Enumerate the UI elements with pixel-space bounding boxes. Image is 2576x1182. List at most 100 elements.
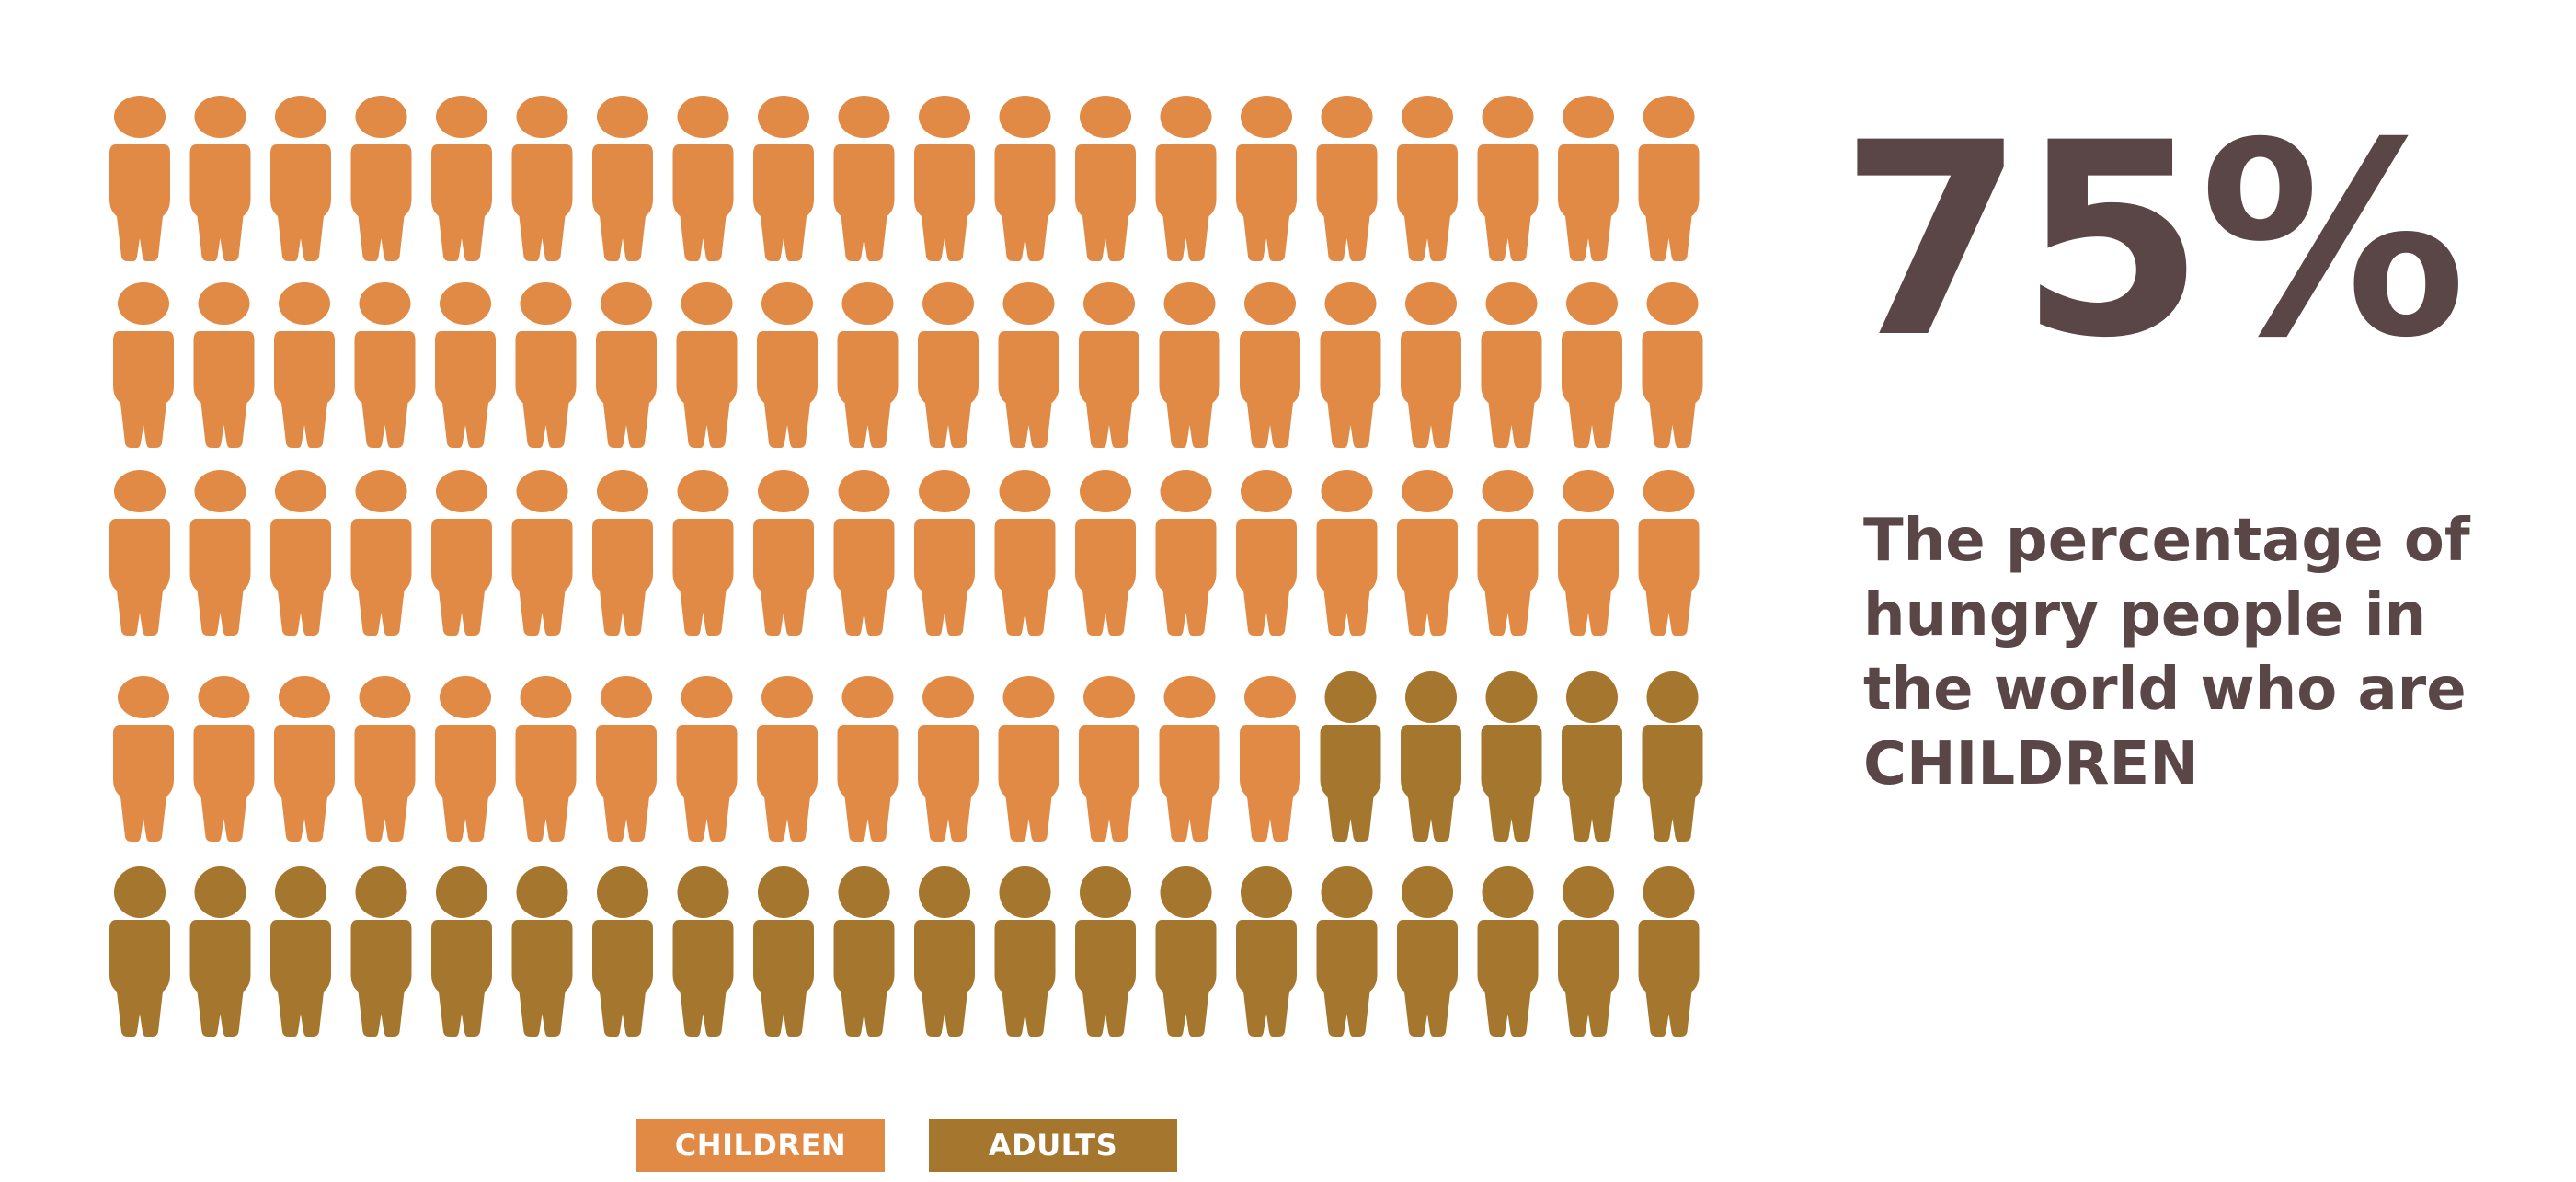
person-head (1566, 282, 1618, 325)
person-body (1079, 331, 1139, 448)
person-body (431, 519, 492, 636)
person-body (1401, 725, 1461, 842)
adult-person-icon (1401, 671, 1461, 842)
person-head (355, 470, 407, 512)
person-body (1642, 331, 1703, 448)
person-body (1155, 144, 1217, 261)
child-person-icon (753, 96, 814, 261)
percentage-value: 75% (1839, 86, 2467, 396)
person-head (1241, 866, 1292, 918)
person-head (1160, 96, 1212, 138)
person-body (1075, 519, 1136, 636)
adult-person-icon (270, 866, 331, 1037)
adult-person-icon (1316, 866, 1378, 1037)
person-body (1316, 519, 1378, 636)
legend-adults: ADULTS (929, 1119, 1177, 1172)
person-body (1477, 144, 1539, 261)
person-body (1397, 920, 1458, 1037)
child-person-icon (350, 96, 412, 261)
person-body (435, 331, 496, 448)
person-head (198, 676, 250, 718)
child-person-icon (189, 96, 251, 261)
legend-children: CHILDREN (636, 1119, 885, 1172)
person-body (1638, 920, 1700, 1037)
person-body (914, 144, 975, 261)
person-head (1402, 866, 1453, 918)
person-head (114, 866, 166, 918)
person-head (194, 96, 246, 138)
person-body (837, 725, 899, 842)
person-head (601, 282, 652, 325)
child-person-icon (354, 676, 416, 842)
person-head (436, 96, 487, 138)
adult-person-icon (753, 866, 814, 1037)
person-head (1244, 282, 1296, 325)
description-text: The percentage of hungry people in the w… (1863, 504, 2525, 802)
person-body (918, 331, 979, 448)
person-head (440, 676, 491, 718)
child-person-icon (837, 282, 899, 448)
person-head (1163, 676, 1216, 718)
person-head (1321, 470, 1373, 512)
person-body (354, 725, 416, 842)
child-person-icon (1397, 96, 1458, 261)
child-person-icon (1075, 470, 1136, 636)
person-body (994, 920, 1056, 1037)
child-person-icon (109, 96, 170, 261)
person-head (1244, 676, 1296, 718)
person-head (1402, 96, 1453, 138)
person-head (677, 96, 729, 138)
person-head (275, 96, 326, 138)
person-body (270, 519, 331, 636)
child-person-icon (193, 282, 255, 448)
person-body (1240, 331, 1300, 448)
person-body (914, 519, 975, 636)
person-body (189, 920, 251, 1037)
person-body (1159, 725, 1220, 842)
adult-person-icon (914, 866, 975, 1037)
person-body (1316, 144, 1378, 261)
person-head (919, 470, 970, 512)
child-person-icon (1075, 96, 1136, 261)
person-head (1402, 470, 1453, 512)
person-head (1241, 470, 1292, 512)
person-head (359, 282, 411, 325)
person-body (511, 920, 573, 1037)
person-body (109, 519, 170, 636)
person-body (833, 519, 895, 636)
person-body (914, 920, 975, 1037)
person-body (1401, 331, 1461, 448)
person-body (1638, 519, 1700, 636)
person-head (1163, 282, 1216, 325)
person-body (435, 725, 496, 842)
adult-person-icon (1236, 866, 1297, 1037)
person-body (515, 725, 577, 842)
person-head (919, 96, 970, 138)
person-head (841, 676, 894, 718)
child-person-icon (918, 282, 979, 448)
person-body (274, 331, 335, 448)
person-body (511, 144, 573, 261)
adult-person-icon (1638, 866, 1700, 1037)
person-head (1002, 282, 1055, 325)
person-body (113, 725, 174, 842)
person-body (833, 144, 895, 261)
child-person-icon (193, 676, 255, 842)
person-body (757, 725, 818, 842)
person-head (758, 96, 809, 138)
description-line: hungry people in (1863, 581, 2427, 649)
person-head (1563, 96, 1614, 138)
child-person-icon (1155, 470, 1217, 636)
person-head (118, 282, 169, 325)
person-head (999, 866, 1051, 918)
adult-person-icon (1477, 866, 1539, 1037)
person-head (279, 282, 330, 325)
person-body (757, 331, 818, 448)
person-head (198, 282, 250, 325)
person-head (1080, 866, 1131, 918)
person-body (596, 331, 657, 448)
person-head (841, 282, 894, 325)
person-head (520, 676, 572, 718)
person-head (118, 676, 169, 718)
person-body (274, 725, 335, 842)
